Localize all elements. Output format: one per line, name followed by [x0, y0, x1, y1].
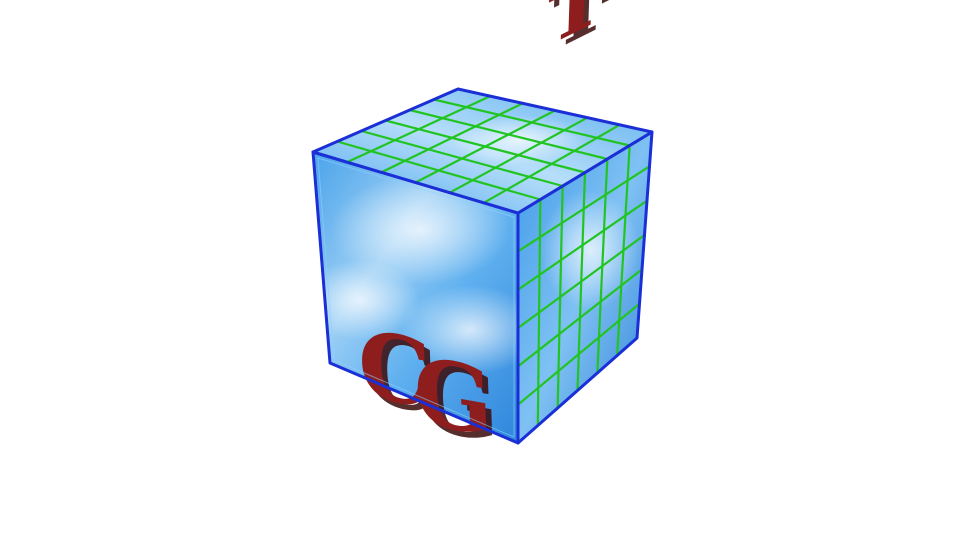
- top-face: [311, 87, 654, 215]
- letter-c: C: [356, 309, 433, 431]
- front-letters: C C G G: [356, 309, 500, 464]
- grid-line: [483, 123, 621, 204]
- letter-g: G: [412, 336, 494, 458]
- front-face: C C G G: [311, 150, 520, 464]
- letter-g-shadow: G: [418, 342, 500, 464]
- side-grid: [518, 145, 651, 426]
- side-face: T T I I: [516, 0, 654, 445]
- letter-c-shadow: C: [362, 315, 439, 437]
- side-letters: T T I I: [546, 0, 630, 71]
- top-grid: [336, 95, 630, 204]
- grid-line: [518, 302, 641, 406]
